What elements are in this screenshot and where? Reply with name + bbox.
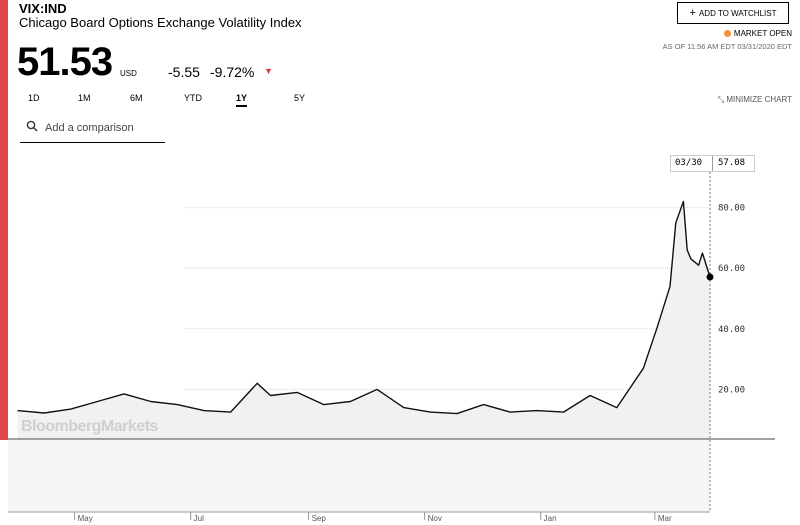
chart-tooltip: 03/30 57.08: [670, 155, 755, 172]
tooltip-date: 03/30: [675, 158, 703, 168]
x-tick-label: May: [78, 514, 93, 523]
plus-icon: +: [689, 7, 696, 19]
series-area: [17, 201, 710, 439]
search-icon: [26, 120, 38, 132]
search-placeholder: Add a comparison: [45, 122, 134, 134]
series-line: [17, 200, 711, 415]
ticker-symbol: VIX:IND: [19, 1, 67, 16]
index-name: Chicago Board Options Exchange Volatilit…: [19, 15, 302, 30]
currency-label: USD: [120, 69, 137, 78]
minimize-chart-button[interactable]: ⤡ MINIMIZE CHART: [718, 95, 792, 105]
tab-1y[interactable]: 1Y: [236, 93, 248, 107]
watchlist-label: ADD TO WATCHLIST: [698, 9, 777, 18]
tab-5y[interactable]: 5Y: [294, 93, 306, 103]
comparison-search[interactable]: Add a comparison: [20, 114, 165, 143]
price-change: -5.55: [168, 64, 200, 80]
minimize-label: MINIMIZE CHART: [726, 95, 792, 104]
tab-ytd[interactable]: YTD: [184, 93, 202, 103]
lower-panel: [8, 440, 710, 512]
y-tick-label: 20.00: [718, 385, 745, 395]
price-value: 51.53: [17, 40, 113, 84]
x-tick-label: Jul: [194, 514, 204, 523]
market-status-label: MARKET OPEN: [733, 29, 792, 38]
tab-6m[interactable]: 6M: [130, 93, 143, 103]
add-to-watchlist-button[interactable]: + ADD TO WATCHLIST: [677, 2, 789, 24]
y-tick-label: 40.00: [718, 325, 745, 335]
x-tick-label: Nov: [428, 514, 442, 523]
bloomberg-watermark: BloombergMarkets: [21, 418, 158, 435]
down-arrow-icon: ▼: [264, 66, 273, 76]
price-change-percent: -9.72%: [210, 64, 255, 80]
accent-bar: [0, 0, 8, 440]
y-tick-label: 60.00: [718, 264, 745, 274]
tooltip-value: 57.08: [718, 158, 746, 168]
tooltip-separator: [712, 156, 713, 171]
market-status: MARKET OPEN: [723, 29, 792, 38]
minimize-icon: ⤡: [717, 95, 725, 104]
last-point-marker: [706, 273, 714, 281]
y-tick-label: 80.00: [718, 204, 745, 214]
x-tick-label: Jan: [544, 514, 557, 523]
as-of-timestamp: AS OF 11:56 AM EDT 03/31/2020 EDT: [662, 42, 792, 51]
status-dot-icon: [723, 30, 731, 37]
tab-1m[interactable]: 1M: [78, 93, 91, 103]
tab-1d[interactable]: 1D: [28, 93, 40, 103]
x-tick-label: Sep: [312, 514, 327, 523]
x-tick-label: Mar: [658, 514, 672, 523]
